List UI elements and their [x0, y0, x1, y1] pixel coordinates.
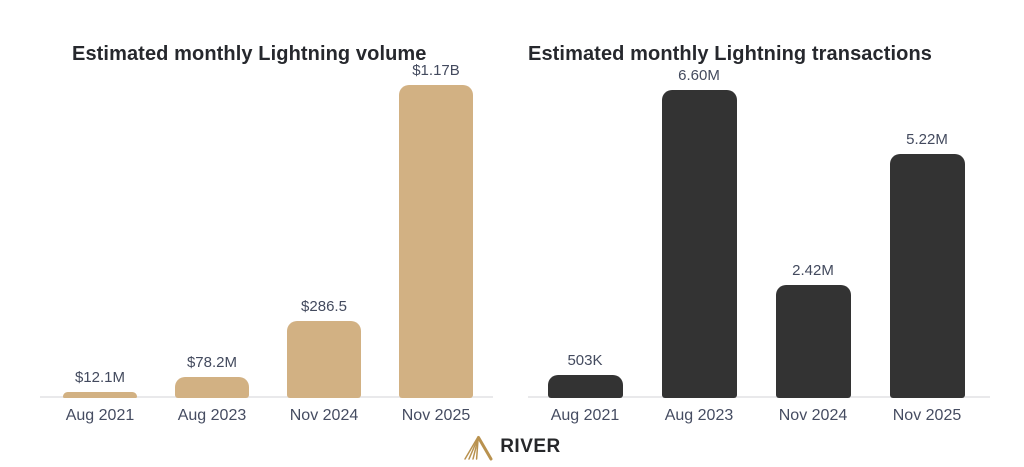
plot-area-volume: $12.1M Aug 2021 $78.2M Aug 2023 $286.5 N…	[40, 60, 493, 430]
bar-nov-2025	[889, 154, 965, 398]
x-axis-label: Aug 2021	[550, 407, 620, 424]
bar-value-label: 2.42M	[792, 262, 834, 279]
bar-column-nov-2024: $286.5 Nov 2024	[268, 60, 380, 430]
bar-value-label: $286.5	[301, 298, 347, 315]
bar-value-label: 6.60M	[678, 67, 720, 84]
x-axis-line	[40, 396, 493, 398]
chart-title-transactions: Estimated monthly Lightning transactions	[528, 42, 933, 65]
bar-value-label: $12.1M	[74, 369, 126, 386]
x-axis-label: Nov 2025	[892, 407, 962, 424]
bar-aug-2023	[175, 377, 249, 398]
bar-column-nov-2024: 2.42M Nov 2024	[756, 60, 870, 430]
x-axis-label: Nov 2024	[289, 407, 359, 424]
x-axis-label: Aug 2021	[65, 407, 135, 424]
bar-aug-2023	[661, 90, 737, 398]
bar-column-nov-2025: $1.17B Nov 2025	[380, 60, 492, 430]
bar-column-aug-2023: $78.2M Aug 2023	[156, 60, 268, 430]
chart-title-volume: Estimated monthly Lightning volume	[72, 42, 427, 65]
bar-column-nov-2025: 5.22M Nov 2025	[870, 60, 984, 430]
plot-area-transactions: 503K Aug 2021 6.60M Aug 2023 2.42M Nov 2…	[528, 60, 990, 430]
bar-value-label: $78.2M	[186, 354, 238, 371]
bar-column-aug-2021: 503K Aug 2021	[528, 60, 642, 430]
chart-transactions: Estimated monthly Lightning transactions…	[528, 0, 990, 430]
bar-value-label: 5.22M	[906, 131, 948, 148]
bar-column-aug-2021: $12.1M Aug 2021	[44, 60, 156, 430]
bar-value-label: $1.17B	[412, 62, 460, 79]
x-axis-label: Nov 2024	[778, 407, 848, 424]
x-axis-label: Nov 2025	[401, 407, 471, 424]
river-logo: RIVER	[0, 433, 1024, 461]
bar-column-aug-2023: 6.60M Aug 2023	[642, 60, 756, 430]
bar-aug-2021	[547, 375, 623, 398]
bar-nov-2025	[399, 85, 473, 398]
chart-volume: Estimated monthly Lightning volume $12.1…	[40, 0, 493, 430]
mountain-icon	[463, 434, 493, 461]
bar-aug-2021	[63, 392, 137, 398]
brand-name: RIVER	[500, 436, 561, 457]
x-axis-line	[528, 396, 990, 398]
x-axis-label: Aug 2023	[177, 407, 247, 424]
x-axis-label: Aug 2023	[664, 407, 734, 424]
bar-nov-2024	[287, 321, 361, 398]
bar-nov-2024	[775, 285, 851, 398]
bar-value-label: 503K	[567, 352, 603, 369]
